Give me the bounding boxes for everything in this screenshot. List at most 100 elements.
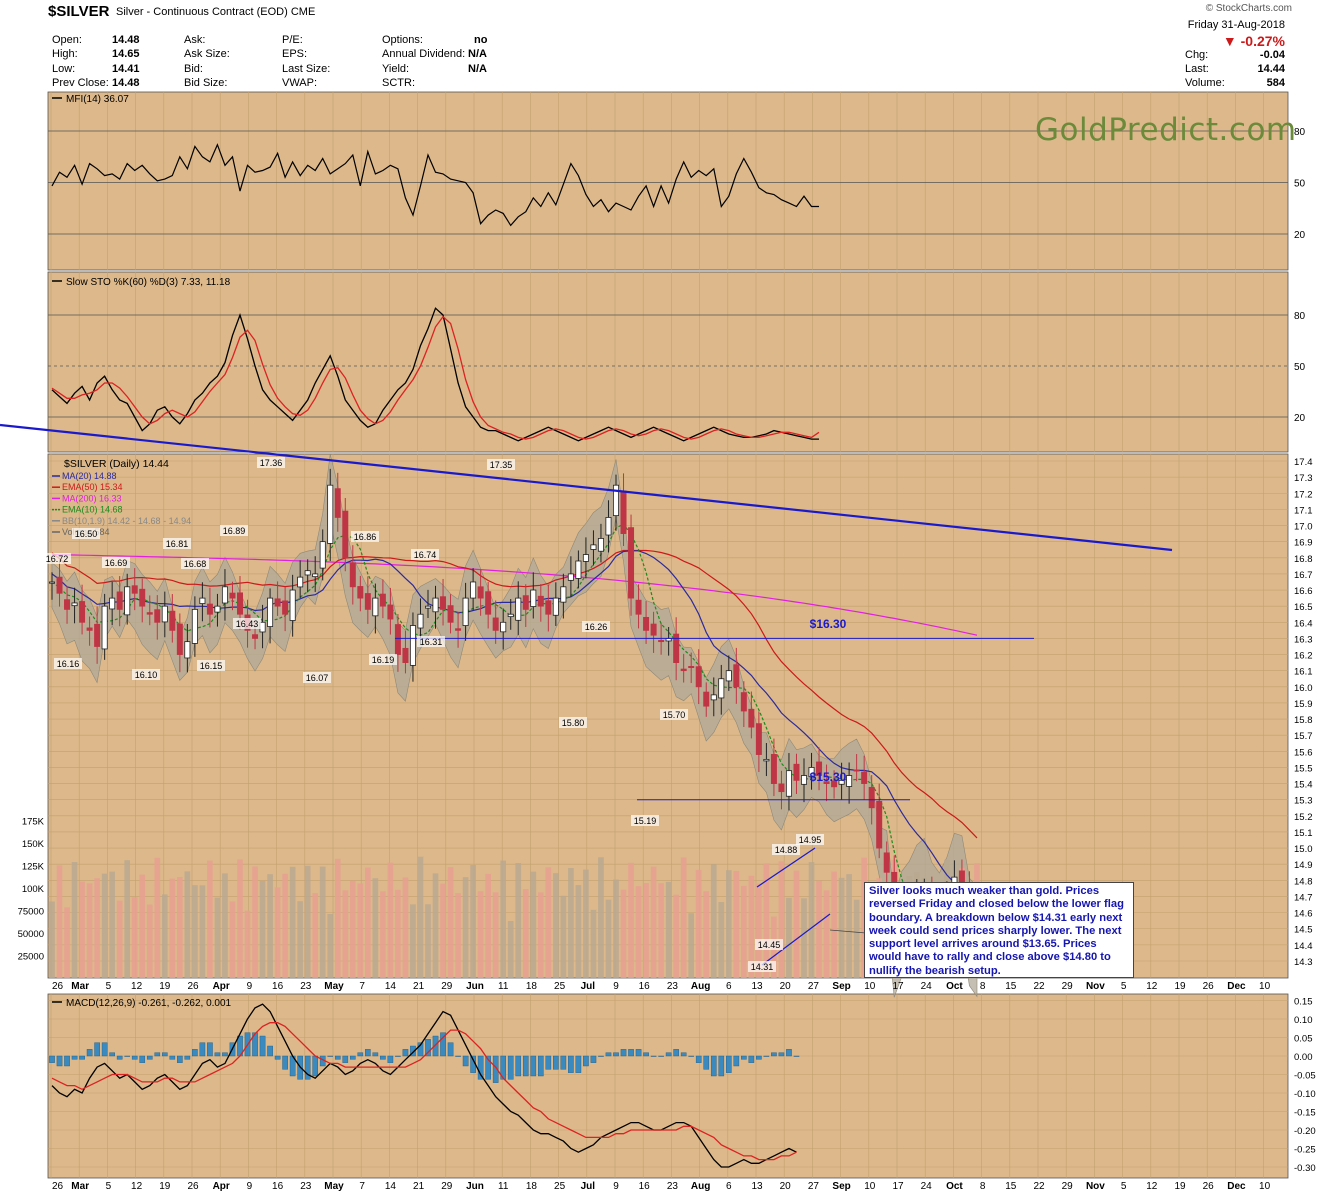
candle-body: [755, 723, 762, 755]
date-axis-label: 11: [498, 981, 509, 992]
price-annotation: 16.19: [372, 655, 395, 665]
volume-bar: [425, 904, 431, 978]
candle-body: [161, 605, 168, 623]
volume-bar: [748, 875, 755, 978]
candle-body: [560, 586, 567, 603]
price-tick-label: 14.8: [1294, 876, 1313, 887]
date-axis-label: 20: [780, 981, 792, 992]
date-axis-label: 26: [52, 1181, 64, 1192]
candle-body: [432, 597, 439, 613]
annotation-bg: [796, 834, 824, 845]
macd-histogram-bar: [522, 1055, 529, 1077]
macd-histogram-bar: [763, 1055, 770, 1057]
date-axis-label: 23: [300, 1181, 312, 1192]
date-axis-label: 18: [526, 981, 538, 992]
volume-bar: [169, 878, 176, 978]
macd-signal-line: [51, 1022, 797, 1161]
volume-bar: [786, 897, 792, 978]
volume-tick-label: 100K: [22, 884, 45, 895]
volume-bar: [846, 874, 852, 978]
volume-bar: [470, 865, 476, 978]
macd-histogram-bar: [658, 1055, 664, 1057]
price-annotation: 16.69: [105, 558, 128, 568]
volume-bar: [199, 885, 206, 978]
macd-histogram-bar: [695, 1055, 702, 1063]
date-axis-label: 27: [808, 1181, 820, 1192]
price-annotation: 15.80: [562, 718, 585, 728]
candle-body: [94, 623, 101, 647]
macd-histogram-bar: [462, 1055, 469, 1067]
candle-body: [500, 621, 507, 633]
candle-body: [582, 554, 589, 562]
macd-histogram-bar: [417, 1042, 424, 1057]
candle-body: [364, 593, 371, 610]
volume-bar: [756, 883, 762, 978]
macd-histogram-bar: [425, 1039, 431, 1057]
date-axis-label: Sep: [832, 981, 850, 992]
macd-histogram-bar: [553, 1055, 559, 1070]
volume-bar: [267, 874, 273, 978]
macd-histogram-bar: [733, 1055, 740, 1067]
quote-summary: Friday 31-Aug-2018 ▼ -0.27% Chg: -0.04 L…: [1155, 19, 1285, 91]
volume-bar: [417, 856, 424, 978]
price-annotation: 16.86: [354, 532, 377, 542]
candle-body: [71, 602, 78, 607]
macd-label: MACD(12,26,9) -0.261, -0.262, 0.001: [66, 998, 232, 1009]
legend-entry: BB(10,1.9) 14.42 - 14.68 - 14.94: [62, 516, 191, 526]
candle-body: [131, 585, 138, 594]
sto-k-line: [51, 307, 819, 442]
candle-body: [169, 610, 176, 631]
date-axis-label: 24: [921, 981, 933, 992]
macd-tick-label: -0.20: [1294, 1126, 1316, 1137]
macd-histogram-bar: [432, 1035, 439, 1057]
volume-bar: [289, 866, 296, 978]
candle-body: [440, 596, 447, 610]
date-axis-label: 14: [385, 1181, 397, 1192]
macd-histogram-bar: [101, 1042, 108, 1057]
price-tick-label: 16.7: [1294, 570, 1313, 581]
macd-histogram-bar: [342, 1055, 349, 1063]
price-tick-label: 17.0: [1294, 522, 1313, 533]
quote-right-label: SCTR:: [382, 77, 415, 90]
date-axis-label: 5: [1121, 1181, 1127, 1192]
volume-bar: [124, 860, 130, 978]
macd-histogram-bar: [154, 1052, 161, 1057]
macd-histogram-bar: [372, 1052, 379, 1057]
candle-body: [312, 573, 319, 578]
volume-tick-label: 150K: [22, 839, 45, 850]
date-axis-label: Jul: [581, 1181, 596, 1192]
ema50-line: [51, 549, 978, 839]
date-axis-label: 22: [1033, 1181, 1045, 1192]
macd-histogram-bar: [568, 1055, 574, 1073]
macd-histogram-bar: [184, 1055, 191, 1060]
date-axis-label: 5: [1121, 981, 1127, 992]
candle-body: [206, 603, 213, 615]
date-axis-label: 8: [980, 1181, 986, 1192]
candle-body: [492, 617, 499, 631]
volume-bar: [455, 893, 461, 978]
panel-bg-macd: [47, 993, 1289, 1179]
volume-tick-label: 50000: [18, 929, 44, 940]
price-annotation: 16.89: [223, 526, 246, 536]
price-panel: 14.3 14.4 14.5 14.6 14.7 14.8 14.9 15.0 15.1 15.2…: [0, 423, 1313, 998]
macd-histogram-bar: [628, 1049, 634, 1057]
stat-value: -0.04: [1259, 49, 1285, 61]
annotation-bg: [43, 553, 71, 564]
volume-bar: [244, 910, 251, 978]
legend-entry: EMA(50) 15.34: [62, 482, 123, 492]
date-axis-label: May: [324, 981, 344, 992]
candle-body: [289, 589, 296, 621]
volume-bar: [440, 883, 446, 978]
candle-body: [846, 775, 853, 787]
candle-body: [883, 852, 890, 873]
macd-histogram-bar: [485, 1055, 491, 1080]
candle-body: [530, 589, 537, 607]
volume-bar: [500, 860, 506, 978]
candle-body: [379, 593, 386, 607]
macd-histogram-bar: [613, 1052, 619, 1057]
volume-bar: [816, 880, 822, 978]
candle-body: [740, 692, 747, 712]
macd-histogram-bar: [357, 1052, 364, 1057]
ma20-line: [51, 550, 978, 902]
price-tick-label: 14.4: [1294, 941, 1313, 952]
